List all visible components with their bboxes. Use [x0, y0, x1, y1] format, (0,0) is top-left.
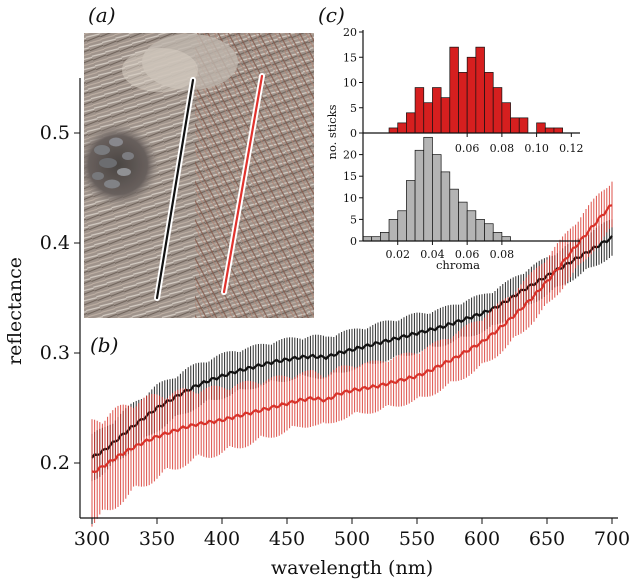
histogram-bar: [440, 171, 451, 242]
histogram-bar: [492, 232, 503, 242]
histogram-bar: [432, 154, 442, 242]
x-tick-label: 400: [204, 528, 240, 550]
histogram-bar: [492, 87, 503, 134]
x-tick-label: 500: [334, 528, 370, 550]
hist-x-tick-label: 0.06: [455, 248, 480, 261]
histogram-bar: [518, 117, 529, 134]
hist-x-axis-label: chroma: [436, 258, 480, 272]
y-tick-label: 0.5: [40, 122, 70, 144]
histogram-bar: [536, 122, 546, 134]
hist-x-tick-label: 0.04: [420, 248, 445, 261]
spectra-series-layer: [91, 181, 613, 527]
hist-y-tick-label: 0: [350, 235, 357, 248]
series-line: [91, 235, 613, 459]
histogram-bar: [466, 56, 477, 134]
histogram-bar: [388, 127, 399, 134]
y-axis-label: reflectance: [4, 257, 26, 365]
grey-histogram-bars: [362, 136, 511, 242]
reflectance-plot: 300 350 400 450 500 550 600 650 7000.20.30.40.5 …: [4, 78, 630, 579]
hist-y-tick-label: 20: [343, 26, 357, 39]
hist-x-tick-label: 0.10: [524, 142, 549, 155]
hist-x-tick-label: 0.02: [385, 248, 410, 261]
x-tick-label: 600: [464, 528, 500, 550]
histogram-bar: [440, 97, 451, 134]
histogram-bar: [501, 236, 511, 242]
x-tick-label: 550: [399, 528, 435, 550]
histogram-bar: [380, 232, 390, 242]
x-tick-label: 350: [139, 528, 175, 550]
histogram-bar: [397, 210, 407, 242]
x-tick-label: 300: [74, 528, 110, 550]
histogram-bar: [397, 122, 407, 134]
hist-y-axis-label: no. sticks: [325, 104, 339, 159]
red-stick-marker: [221, 73, 265, 295]
red-histogram-bars: [388, 46, 563, 134]
histogram-bar: [553, 127, 563, 134]
histogram-bar: [510, 117, 520, 134]
hist-y-tick-label: 10: [343, 192, 357, 205]
y-tick-label: 0.3: [40, 342, 70, 364]
chroma-histograms: 0 5 10 15 20 0.06 0.08 0.10 0.12 0 5 10 15 20 0.02 0.04…: [318, 3, 584, 272]
stone-icon: [92, 137, 134, 189]
y-tick-label: 0.2: [40, 452, 70, 474]
series-red: [91, 181, 613, 527]
histogram-bar: [501, 102, 511, 134]
hist-x-tick-label: 0.12: [559, 142, 584, 155]
histogram-bar: [414, 149, 425, 242]
hist-y-tick-label: 15: [343, 51, 357, 64]
hist-y-tick-label: 5: [350, 102, 357, 115]
histogram-ticks-layer: 0 5 10 15 20 0.06 0.08 0.10 0.12 0 5 10 15 20 0.02 0.04…: [343, 26, 584, 261]
hist-y-tick-label: 20: [343, 149, 357, 162]
histogram-bar: [475, 46, 485, 134]
histogram-bar: [458, 201, 468, 242]
hist-y-tick-label: 0: [350, 127, 357, 140]
x-axis-label: wavelength (nm): [271, 557, 433, 579]
histogram-bar: [466, 210, 477, 242]
histogram-bar: [423, 102, 433, 134]
histogram-bar: [371, 236, 381, 242]
hist-x-tick-label: 0.06: [455, 142, 480, 155]
hist-y-tick-label: 15: [343, 170, 357, 183]
histogram-bar: [388, 219, 399, 242]
black-stick-marker: [154, 77, 196, 301]
x-tick-label: 650: [529, 528, 565, 550]
panel-label-c: (c): [318, 3, 345, 27]
histogram-bar: [449, 46, 459, 134]
hist-x-tick-label: 0.08: [490, 142, 515, 155]
y-tick-label: 0.4: [40, 232, 70, 254]
histogram-bar: [544, 127, 555, 134]
panel-label-a: (a): [88, 3, 116, 27]
histogram-bar: [362, 236, 373, 242]
histogram-bar: [449, 188, 459, 242]
histogram-bar: [432, 87, 442, 134]
histogram-bar: [475, 219, 485, 242]
histogram-bar: [423, 136, 433, 242]
histogram-bar: [458, 72, 468, 134]
nest-photo-image: (a): [84, 3, 314, 318]
x-tick-label: 700: [594, 528, 630, 550]
x-tick-label: 450: [269, 528, 305, 550]
histogram-bar: [414, 87, 425, 134]
hist-x-tick-label: 0.08: [490, 248, 515, 261]
series-line: [91, 204, 613, 474]
histogram-bar: [406, 112, 416, 134]
histogram-bar: [484, 72, 494, 134]
panel-label-b: (b): [90, 333, 118, 357]
hist-y-tick-label: 5: [350, 213, 357, 226]
histogram-bar: [484, 223, 494, 242]
hist-y-tick-label: 10: [343, 77, 357, 90]
histogram-bar: [406, 180, 416, 242]
